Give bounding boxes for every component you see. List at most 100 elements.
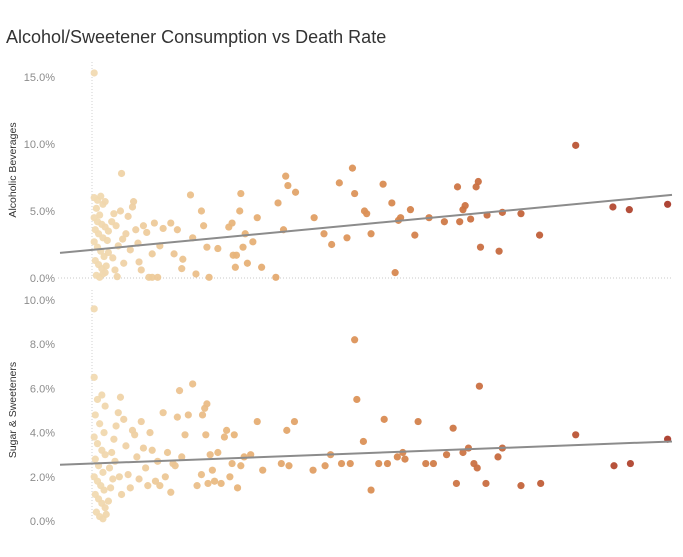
data-point bbox=[284, 181, 292, 190]
data-point bbox=[351, 189, 359, 198]
y-tick-label: 5.0% bbox=[30, 206, 55, 218]
data-point bbox=[474, 177, 482, 186]
data-point bbox=[249, 238, 257, 246]
data-point bbox=[625, 206, 633, 214]
y-tick-label: 10.0% bbox=[24, 139, 55, 151]
data-point bbox=[328, 240, 336, 249]
data-point bbox=[204, 479, 212, 488]
data-point bbox=[163, 448, 172, 457]
data-point bbox=[90, 69, 98, 77]
data-point bbox=[391, 269, 399, 277]
data-point bbox=[99, 270, 107, 278]
trend-line bbox=[59, 440, 673, 466]
data-point bbox=[119, 235, 127, 243]
data-point bbox=[610, 462, 618, 470]
data-point bbox=[117, 490, 126, 499]
data-point bbox=[200, 222, 208, 230]
y-tick-label: 0.0% bbox=[30, 273, 55, 285]
y-tick-label: 8.0% bbox=[30, 339, 55, 351]
data-point bbox=[348, 164, 357, 172]
data-point bbox=[131, 431, 139, 439]
data-point bbox=[193, 482, 201, 490]
data-point bbox=[537, 479, 545, 488]
data-point bbox=[120, 415, 128, 423]
data-point bbox=[113, 273, 121, 281]
data-point bbox=[144, 482, 152, 490]
data-point bbox=[100, 486, 108, 494]
data-point bbox=[253, 417, 261, 426]
data-point bbox=[609, 203, 617, 211]
data-point bbox=[231, 263, 239, 271]
data-point bbox=[202, 431, 210, 439]
data-point bbox=[98, 391, 106, 399]
data-point bbox=[179, 255, 187, 263]
y-axis-title: Sugar & Sweeteners bbox=[7, 362, 19, 458]
data-point bbox=[92, 204, 100, 212]
data-point bbox=[464, 444, 473, 452]
data-point bbox=[139, 222, 148, 230]
data-point bbox=[206, 451, 214, 459]
data-point bbox=[383, 459, 392, 468]
data-point bbox=[96, 420, 104, 428]
data-point bbox=[517, 482, 525, 490]
data-point bbox=[143, 228, 151, 237]
data-point bbox=[156, 482, 164, 490]
data-point bbox=[346, 459, 354, 468]
data-point bbox=[429, 459, 438, 468]
data-point bbox=[189, 380, 197, 388]
data-point bbox=[150, 219, 158, 227]
data-point bbox=[114, 409, 122, 417]
data-point bbox=[259, 466, 267, 474]
data-point bbox=[110, 210, 118, 218]
data-point bbox=[237, 462, 245, 470]
data-point bbox=[133, 453, 141, 461]
data-point bbox=[148, 250, 156, 258]
data-point bbox=[230, 431, 238, 439]
data-point bbox=[228, 219, 236, 227]
data-point bbox=[452, 479, 461, 488]
data-point bbox=[337, 459, 346, 468]
data-point bbox=[173, 226, 181, 234]
data-point bbox=[104, 227, 113, 235]
y-axis-title: Alcoholic Beverages bbox=[7, 122, 19, 217]
data-point bbox=[214, 448, 222, 457]
y-tick-label: 0.0% bbox=[30, 516, 55, 528]
data-point bbox=[93, 440, 102, 448]
data-point bbox=[146, 429, 154, 437]
data-point bbox=[237, 189, 245, 198]
data-point bbox=[393, 453, 401, 461]
data-point bbox=[99, 468, 107, 476]
data-point bbox=[101, 402, 109, 410]
data-point bbox=[129, 198, 138, 206]
data-point bbox=[101, 504, 109, 512]
data-point bbox=[282, 172, 290, 180]
data-point bbox=[112, 422, 120, 430]
data-point bbox=[135, 258, 143, 266]
data-point bbox=[285, 462, 293, 470]
data-point bbox=[107, 484, 115, 492]
data-point bbox=[197, 470, 206, 479]
data-point bbox=[116, 207, 125, 215]
data-point bbox=[226, 473, 234, 481]
data-point bbox=[148, 446, 156, 454]
data-point bbox=[233, 484, 242, 492]
data-point bbox=[310, 214, 318, 222]
data-point bbox=[192, 270, 200, 278]
data-point bbox=[186, 191, 195, 199]
data-point bbox=[320, 230, 328, 238]
data-point bbox=[90, 433, 98, 441]
trend-line bbox=[59, 193, 673, 254]
data-point bbox=[151, 477, 160, 485]
data-point bbox=[309, 466, 317, 474]
data-point bbox=[96, 211, 104, 219]
data-point bbox=[115, 473, 123, 481]
data-point bbox=[449, 424, 457, 432]
data-point bbox=[91, 455, 99, 463]
data-point bbox=[124, 212, 132, 220]
data-point bbox=[137, 266, 145, 274]
data-point bbox=[167, 488, 175, 496]
data-point bbox=[159, 224, 167, 233]
data-point bbox=[210, 477, 219, 485]
data-point bbox=[142, 464, 150, 472]
